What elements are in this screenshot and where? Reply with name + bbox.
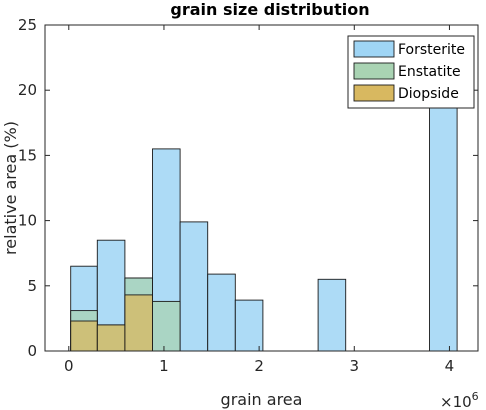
bar-forsterite-6 [234, 299, 264, 352]
y-tick-label: 15 [18, 146, 37, 164]
legend-label-forsterite: Forsterite [398, 42, 465, 58]
legend-swatch-enstatite [353, 62, 395, 80]
x-tick-label: 3 [350, 357, 360, 375]
legend: Forsterite Enstatite Diopside [347, 35, 475, 109]
y-tick-label: 10 [18, 212, 37, 230]
x-axis-exponent-base: ×10 [440, 393, 472, 410]
x-axis-exponent: ×106 [440, 390, 479, 410]
chart-title: grain size distribution [170, 0, 369, 19]
bar-diopside-1 [96, 324, 126, 352]
plot-frame [44, 24, 479, 352]
y-tick-label: 20 [18, 81, 37, 99]
bar-enstatite-3 [152, 300, 181, 352]
legend-label-enstatite: Enstatite [398, 64, 461, 80]
x-tick-label: 0 [64, 357, 74, 375]
x-tick-label: 1 [159, 357, 169, 375]
legend-swatch-forsterite [353, 40, 395, 58]
bar-diopside-0 [70, 320, 98, 352]
legend-swatch-diopside [353, 84, 395, 102]
x-axis-exponent-power: 6 [472, 390, 479, 403]
y-tick-label: 5 [27, 277, 37, 295]
bars-layer [70, 83, 458, 352]
bar-forsterite-5 [207, 273, 236, 352]
y-tick-label: 0 [27, 342, 37, 360]
x-tick-label: 4 [445, 357, 455, 375]
ticks-layer: 0 1 2 3 4 0 5 10 15 20 25 [18, 16, 478, 375]
bar-diopside-2 [124, 294, 153, 352]
y-tick-label: 25 [18, 16, 37, 34]
legend-label-diopside: Diopside [398, 86, 459, 102]
series-diopside [70, 294, 153, 352]
x-axis-label: grain area [221, 390, 303, 409]
x-tick-label: 2 [254, 357, 264, 375]
bar-forsterite-4 [179, 221, 209, 352]
bar-forsterite-7 [317, 278, 347, 352]
bar-forsterite-8 [429, 83, 458, 352]
y-axis-label: relative area (%) [1, 121, 20, 255]
